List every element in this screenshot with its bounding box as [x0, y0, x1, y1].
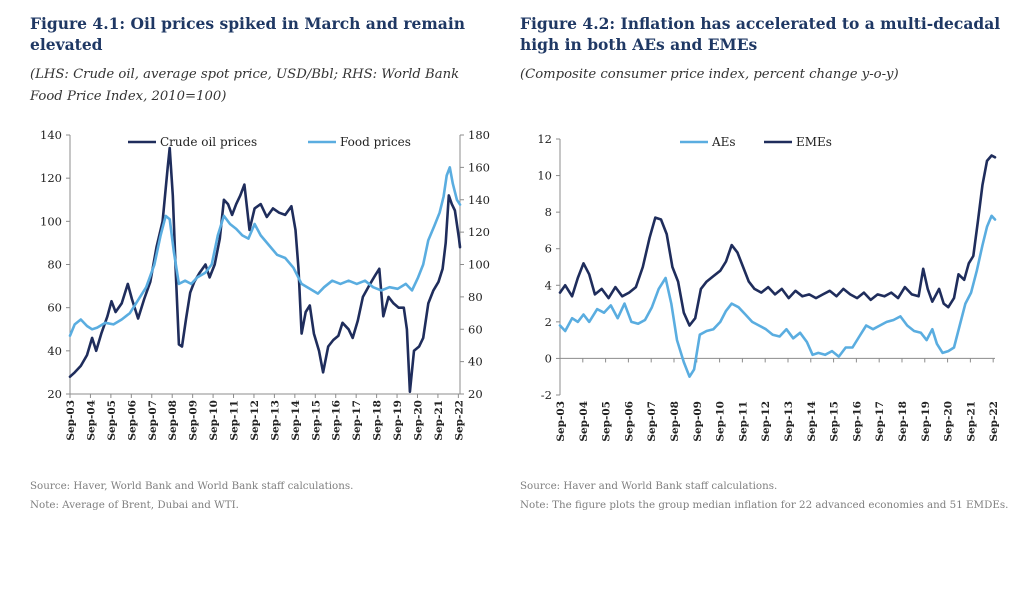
y-tick-label: 6 [545, 242, 552, 256]
x-tick-label: Sep-20 [412, 400, 424, 441]
x-tick-label: Sep-05 [106, 400, 118, 441]
x-tick-label: Sep-08 [669, 401, 681, 442]
x-tick-label: Sep-06 [623, 401, 635, 442]
x-tick-label: Sep-11 [737, 401, 749, 442]
x-tick-label: Sep-04 [85, 400, 97, 441]
y2-tick-label: 40 [468, 355, 483, 369]
x-tick-label: Sep-08 [167, 400, 179, 441]
x-tick-label: Sep-16 [851, 401, 863, 442]
y-tick-label: 2 [545, 315, 552, 329]
series-line-crude-oil-prices [68, 146, 462, 394]
figure-source-block: Source: Haver, World Bank and World Bank… [30, 477, 470, 515]
x-tick-label: Sep-03 [555, 401, 567, 442]
x-tick-label: Sep-11 [229, 400, 241, 441]
x-tick-label: Sep-07 [646, 401, 658, 442]
legend-label: Crude oil prices [160, 135, 257, 149]
y-tick-label: 40 [47, 344, 62, 358]
x-tick-label: Sep-20 [943, 401, 955, 442]
x-tick-label: Sep-21 [965, 401, 977, 442]
y-tick-label: 0 [545, 351, 552, 365]
y-tick-label: 4 [545, 278, 552, 292]
x-tick-label: Sep-13 [783, 401, 795, 442]
y-tick-label: 8 [545, 205, 552, 219]
oil-food-price-chart: 20 40 60 80 100 120 140 20 40 60 80 100 120 140 160 180… [40, 128, 490, 441]
x-tick-label: Sep-03 [65, 400, 77, 441]
x-tick-label: Sep-21 [433, 400, 445, 441]
figure-subtitle: (Composite consumer price index, percent… [520, 67, 899, 82]
figure-subtitle: (LHS: Crude oil, average spot price, USD… [30, 67, 460, 104]
x-tick-label: Sep-10 [715, 401, 727, 442]
x-tick-label: Sep-10 [208, 400, 220, 441]
y2-tick-label: 20 [468, 387, 483, 401]
note-text: Note: Average of Brent, Dubai and WTI. [30, 499, 239, 511]
series-line-emes [558, 154, 997, 327]
y-tick-label: 60 [47, 301, 62, 315]
y-tick-label: -2 [541, 388, 552, 402]
x-tick-label: Sep-07 [147, 400, 159, 441]
x-tick-label: Sep-18 [897, 401, 909, 442]
figure-source-block: Source: Haver and World Bank staff calcu… [520, 477, 1020, 515]
y-tick-label: 100 [40, 214, 62, 228]
x-tick-label: Sep-06 [126, 400, 138, 441]
y2-tick-label: 60 [468, 322, 483, 336]
y-tick-label: 80 [47, 258, 62, 272]
x-tick-label: Sep-17 [351, 400, 363, 441]
y-tick-label: 140 [40, 128, 62, 142]
x-tick-label: Sep-14 [806, 401, 818, 442]
figure-4-2-panel: Figure 4.2: Inflation has accelerated to… [520, 0, 1024, 602]
figure-4-1-panel: Figure 4.1: Oil prices spiked in March a… [0, 0, 500, 602]
x-tick-label: Sep-14 [290, 400, 302, 441]
legend-label: EMEs [796, 135, 832, 149]
y-tick-label: 20 [47, 387, 62, 401]
x-tick-label: Sep-19 [920, 401, 932, 442]
figure-title: Figure 4.2: Inflation has accelerated to… [520, 14, 1001, 54]
x-tick-label: Sep-12 [249, 400, 261, 441]
x-tick-label: Sep-15 [310, 400, 322, 441]
x-tick-label: Sep-17 [874, 401, 886, 442]
series-line-aes [558, 214, 997, 379]
x-tick-label: Sep-16 [331, 400, 343, 441]
y2-tick-label: 180 [468, 128, 490, 142]
y2-tick-label: 160 [468, 160, 490, 174]
series-line-food-prices [68, 166, 462, 338]
figure-title: Figure 4.1: Oil prices spiked in March a… [30, 14, 465, 54]
source-text: Source: Haver and World Bank staff calcu… [520, 480, 778, 492]
x-tick-label: Sep-12 [760, 401, 772, 442]
y2-tick-label: 140 [468, 193, 490, 207]
x-tick-label: Sep-09 [188, 400, 200, 441]
x-tick-label: Sep-15 [829, 401, 841, 442]
x-tick-label: Sep-22 [453, 400, 465, 441]
inflation-chart: -2 0 2 4 6 8 10 12 Sep-03 Sep-04 Sep-05 Sep-06 Sep-0… [537, 132, 1000, 442]
x-tick-label: Sep-09 [692, 401, 704, 442]
x-tick-label: Sep-19 [392, 400, 404, 441]
legend-label: AEs [711, 135, 736, 149]
x-tick-label: Sep-13 [269, 400, 281, 441]
legend-label: Food prices [340, 135, 411, 149]
y-tick-label: 12 [537, 132, 552, 146]
y2-tick-label: 120 [468, 225, 490, 239]
y-tick-label: 120 [40, 171, 62, 185]
x-tick-label: Sep-04 [578, 401, 590, 442]
y2-tick-label: 100 [468, 258, 490, 272]
x-tick-label: Sep-22 [988, 401, 1000, 442]
note-text: Note: The figure plots the group median … [520, 499, 1009, 511]
y2-tick-label: 80 [468, 290, 483, 304]
x-tick-label: Sep-18 [372, 400, 384, 441]
y-tick-label: 10 [537, 169, 552, 183]
x-tick-label: Sep-05 [601, 401, 613, 442]
source-text: Source: Haver, World Bank and World Bank… [30, 480, 354, 492]
